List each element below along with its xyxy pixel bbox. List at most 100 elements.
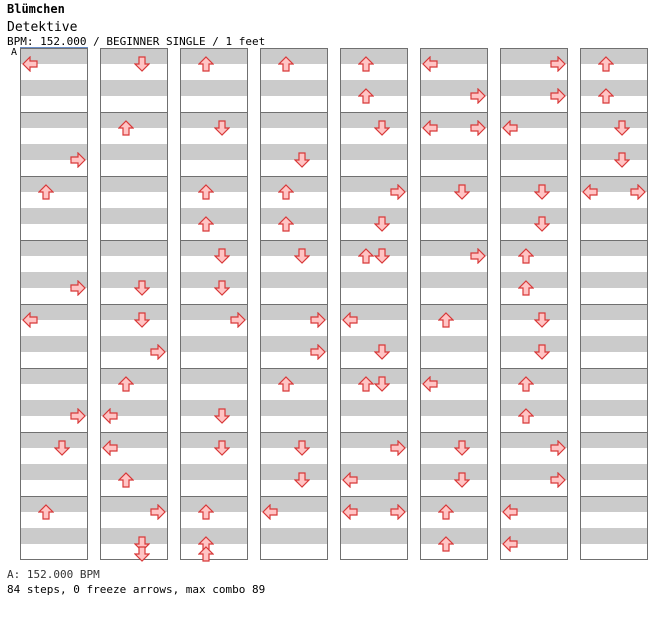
arrow-down-icon [358, 88, 374, 104]
measure-line [500, 304, 568, 305]
measure-line [20, 240, 88, 241]
arrow-left-icon [22, 56, 38, 72]
beat-stripe [180, 432, 248, 448]
beat-stripe [100, 464, 168, 480]
arrow-left-icon [422, 376, 438, 392]
beat-stripe [580, 432, 648, 448]
measure-line [340, 304, 408, 305]
beat-stripe [260, 80, 328, 96]
arrow-down-icon [598, 88, 614, 104]
measure-line [180, 304, 248, 305]
arrow-down-icon [518, 408, 534, 424]
beat-stripe [20, 528, 88, 544]
chart-info: BPM: 152.000 / BEGINNER SINGLE / 1 feet [7, 35, 266, 48]
beat-stripe [420, 208, 488, 224]
beat-stripe [20, 240, 88, 256]
beat-stripe [20, 48, 88, 64]
beat-stripe [500, 176, 568, 192]
arrow-right-icon [630, 184, 646, 200]
arrow-down-icon [118, 376, 134, 392]
arrow-left-icon [502, 120, 518, 136]
arrow-down-icon [38, 184, 54, 200]
measure-line [260, 496, 328, 497]
column-frame [420, 48, 488, 560]
measure-line [420, 368, 488, 369]
beat-stripe [260, 528, 328, 544]
measure-line [500, 112, 568, 113]
beat-stripe [20, 464, 88, 480]
beat-stripe [580, 240, 648, 256]
arrow-right-icon [550, 440, 566, 456]
arrow-left-icon [22, 312, 38, 328]
beat-stripe [180, 400, 248, 416]
arrow-down-icon [118, 120, 134, 136]
beat-stripe [580, 304, 648, 320]
column-frame [340, 48, 408, 560]
measure-line [100, 176, 168, 177]
arrow-down-icon [518, 248, 534, 264]
arrow-up-icon [534, 312, 550, 328]
beat-stripe [260, 240, 328, 256]
beat-stripe [20, 400, 88, 416]
measure-line [100, 368, 168, 369]
beat-stripe [180, 176, 248, 192]
beat-stripe [500, 432, 568, 448]
arrow-right-icon [310, 344, 326, 360]
beat-stripe [580, 176, 648, 192]
beat-stripe [500, 464, 568, 480]
measure-line [260, 112, 328, 113]
arrow-down-icon [438, 312, 454, 328]
arrow-down-icon [198, 504, 214, 520]
arrow-left-icon [262, 504, 278, 520]
beat-stripe [180, 368, 248, 384]
beat-stripe [340, 528, 408, 544]
measure-line [580, 432, 648, 433]
beat-stripe [420, 528, 488, 544]
measure-line [20, 496, 88, 497]
chart-column-3 [180, 48, 248, 562]
beat-stripe [580, 528, 648, 544]
beat-stripe [260, 464, 328, 480]
measure-line [340, 368, 408, 369]
arrow-down-icon [198, 184, 214, 200]
beat-stripe [420, 496, 488, 512]
measure-line [580, 240, 648, 241]
beat-stripe [580, 208, 648, 224]
arrow-up-icon [54, 440, 70, 456]
arrow-down-icon [198, 56, 214, 72]
arrow-left-icon [102, 440, 118, 456]
chart-column-8 [580, 48, 648, 560]
arrow-down-icon [278, 56, 294, 72]
chart-column-6 [420, 48, 488, 560]
arrow-up-icon [134, 280, 150, 296]
beat-stripe [340, 208, 408, 224]
beat-stripe [500, 48, 568, 64]
measure-line [420, 112, 488, 113]
arrow-down-icon [278, 184, 294, 200]
arrow-up-icon [534, 216, 550, 232]
chart-column-2 [100, 48, 168, 562]
measure-line [260, 240, 328, 241]
arrow-up-icon [614, 152, 630, 168]
beat-stripe [20, 144, 88, 160]
beat-stripe [100, 240, 168, 256]
arrow-left-icon [422, 56, 438, 72]
beat-stripe [100, 112, 168, 128]
measure-line [340, 176, 408, 177]
measure-line [340, 496, 408, 497]
beat-stripe [180, 336, 248, 352]
beat-stripe [420, 48, 488, 64]
beat-stripe [20, 80, 88, 96]
beat-stripe [260, 304, 328, 320]
beat-stripe [100, 304, 168, 320]
beat-stripe [580, 48, 648, 64]
beat-stripe [260, 176, 328, 192]
beat-stripe [260, 208, 328, 224]
measure-line [180, 496, 248, 497]
beat-stripe [100, 432, 168, 448]
beat-stripe [580, 400, 648, 416]
measure-line [580, 304, 648, 305]
arrow-right-icon [550, 472, 566, 488]
measure-line [340, 112, 408, 113]
beat-stripe [20, 496, 88, 512]
